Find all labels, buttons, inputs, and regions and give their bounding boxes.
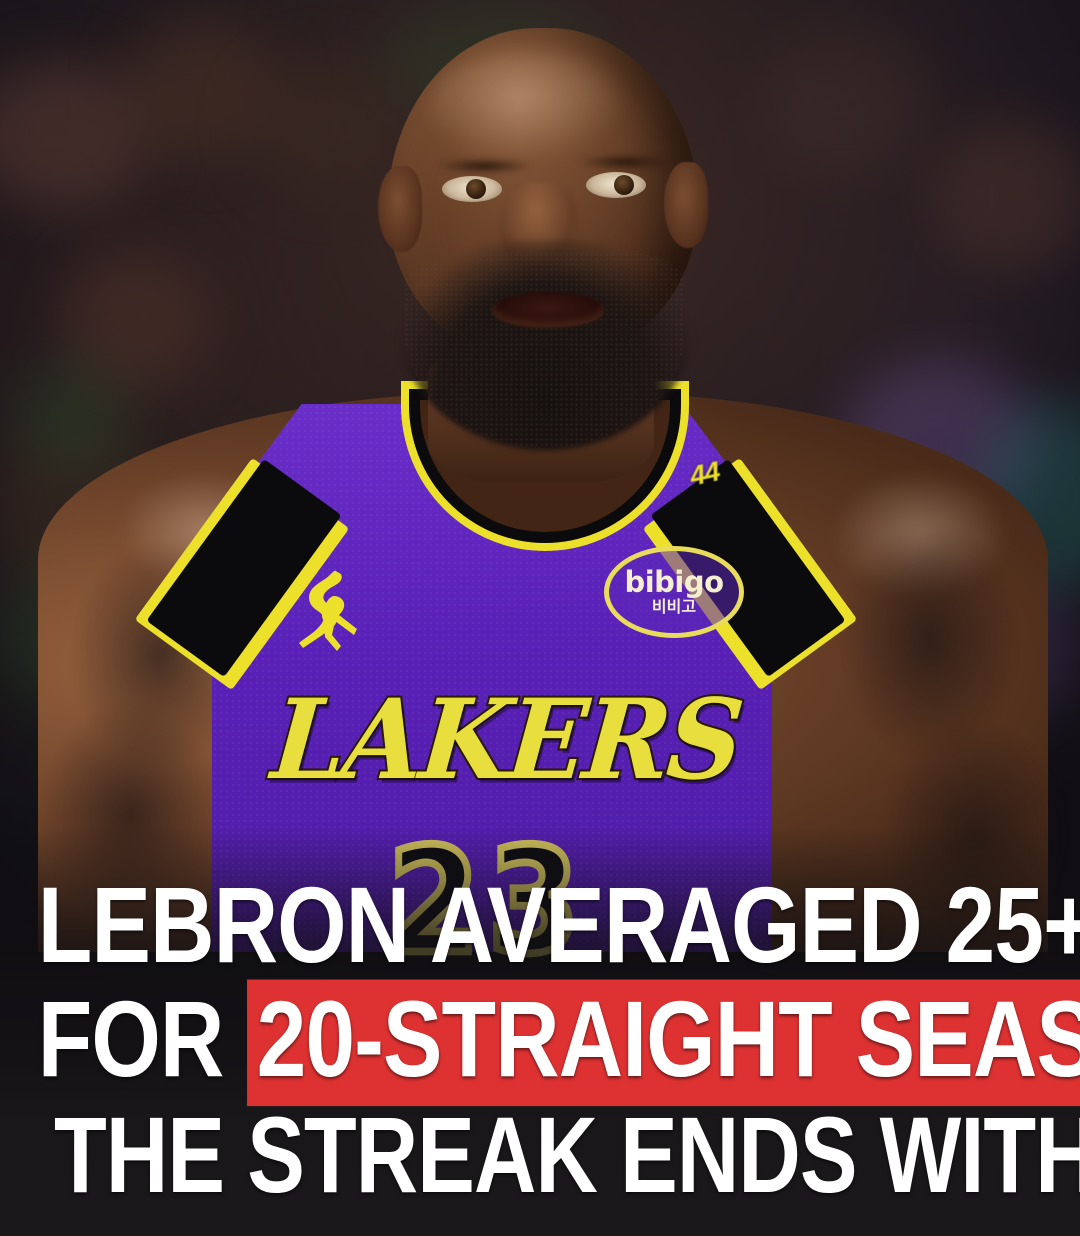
ear-right	[664, 162, 708, 248]
ear-left	[378, 166, 422, 252]
eyebrow-right	[578, 154, 674, 170]
strap-number: 44	[686, 455, 722, 492]
iris-left	[466, 179, 486, 199]
crowd-blob	[760, 30, 930, 180]
crowd-blob	[60, 250, 210, 390]
iris-right	[614, 175, 634, 195]
beard-texture	[404, 252, 686, 448]
caption-line-2-prefix: FOR	[37, 979, 248, 1100]
beard	[396, 240, 696, 450]
crowd-blob	[10, 360, 130, 470]
bibigo-sponsor-patch: bibigo 비비고	[604, 546, 744, 638]
eye-right	[586, 172, 646, 198]
caption-block: LEBRON AVERAGED 25+ PPG FOR 20-STRAIGHT …	[0, 872, 1080, 1209]
mouth	[492, 292, 604, 328]
caption-line-1: LEBRON AVERAGED 25+ PPG	[37, 865, 1080, 986]
forehead-highlight	[430, 52, 630, 162]
bibigo-korean-text: 비비고	[651, 596, 697, 616]
jumpman-logo-icon	[296, 566, 362, 652]
crowd-blob	[930, 120, 1080, 270]
eyebrow-left	[436, 158, 532, 174]
eye-left	[442, 176, 502, 202]
crowd-blob	[250, 60, 400, 190]
lakers-wordmark-text: LAKERS	[265, 672, 748, 806]
bibigo-wordmark: bibigo	[624, 565, 724, 600]
caption-line-2-highlight: 20-STRAIGHT SEASONS.	[247, 979, 1080, 1107]
caption-line-2: FOR 20-STRAIGHT SEASONS.	[38, 979, 1080, 1107]
caption-line-3: THE STREAK ENDS WITH	[54, 1095, 1080, 1216]
lakers-wordmark: LAKERS	[265, 672, 748, 808]
